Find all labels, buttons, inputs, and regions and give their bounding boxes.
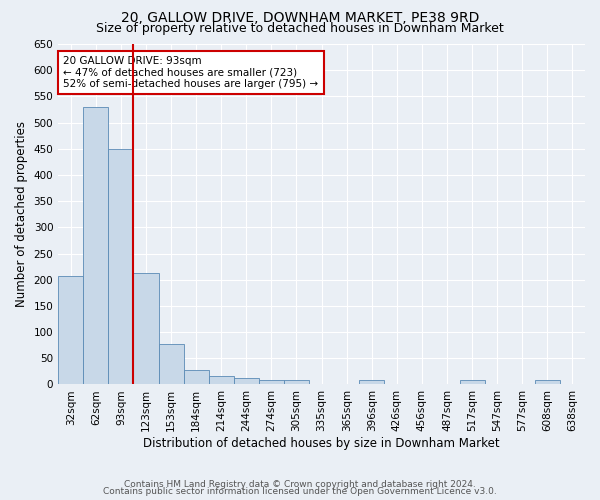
X-axis label: Distribution of detached houses by size in Downham Market: Distribution of detached houses by size …	[143, 437, 500, 450]
Bar	[158, 344, 184, 384]
Bar	[359, 380, 385, 384]
Bar	[184, 370, 209, 384]
Bar	[535, 380, 560, 384]
Bar	[209, 376, 234, 384]
Text: 20 GALLOW DRIVE: 93sqm
← 47% of detached houses are smaller (723)
52% of semi-de: 20 GALLOW DRIVE: 93sqm ← 47% of detached…	[64, 56, 319, 89]
Bar	[58, 276, 83, 384]
Text: 20, GALLOW DRIVE, DOWNHAM MARKET, PE38 9RD: 20, GALLOW DRIVE, DOWNHAM MARKET, PE38 9…	[121, 11, 479, 25]
Bar	[109, 149, 133, 384]
Y-axis label: Number of detached properties: Number of detached properties	[15, 121, 28, 307]
Bar	[133, 274, 158, 384]
Text: Contains public sector information licensed under the Open Government Licence v3: Contains public sector information licen…	[103, 487, 497, 496]
Bar	[259, 380, 284, 384]
Bar	[284, 380, 309, 384]
Bar	[460, 380, 485, 384]
Text: Contains HM Land Registry data © Crown copyright and database right 2024.: Contains HM Land Registry data © Crown c…	[124, 480, 476, 489]
Text: Size of property relative to detached houses in Downham Market: Size of property relative to detached ho…	[96, 22, 504, 35]
Bar	[234, 378, 259, 384]
Bar	[83, 107, 109, 384]
